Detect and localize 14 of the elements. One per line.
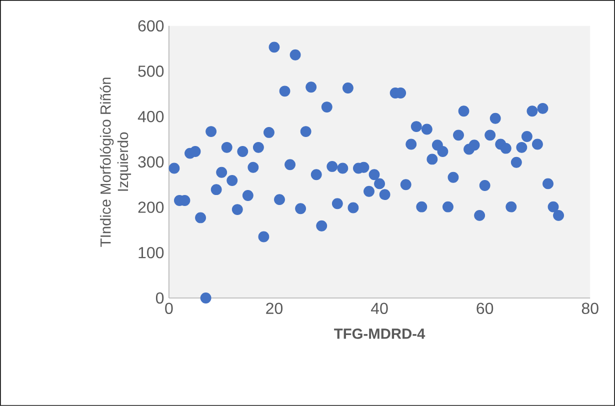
y-tick-label: 200 [138, 202, 164, 213]
y-tick-label: 400 [138, 110, 164, 122]
x-axis-title: TFG-MDRD-4 [334, 328, 426, 339]
y-tick-label: 300 [138, 156, 164, 168]
y-tick-label: 600 [138, 20, 164, 32]
x-tick-label: 60 [476, 302, 494, 314]
y-tick-label: 100 [138, 247, 164, 258]
x-tick-label: 0 [165, 302, 173, 314]
y-axis-title: TIndice Morfológico Riñón Izquierdo [100, 78, 132, 247]
x-tick-label: 40 [371, 302, 388, 314]
y-tick-label: 0 [156, 292, 164, 304]
x-tick-label: 80 [582, 302, 598, 314]
y-tick-label: 500 [138, 66, 164, 77]
x-tick-label: 20 [266, 302, 283, 314]
